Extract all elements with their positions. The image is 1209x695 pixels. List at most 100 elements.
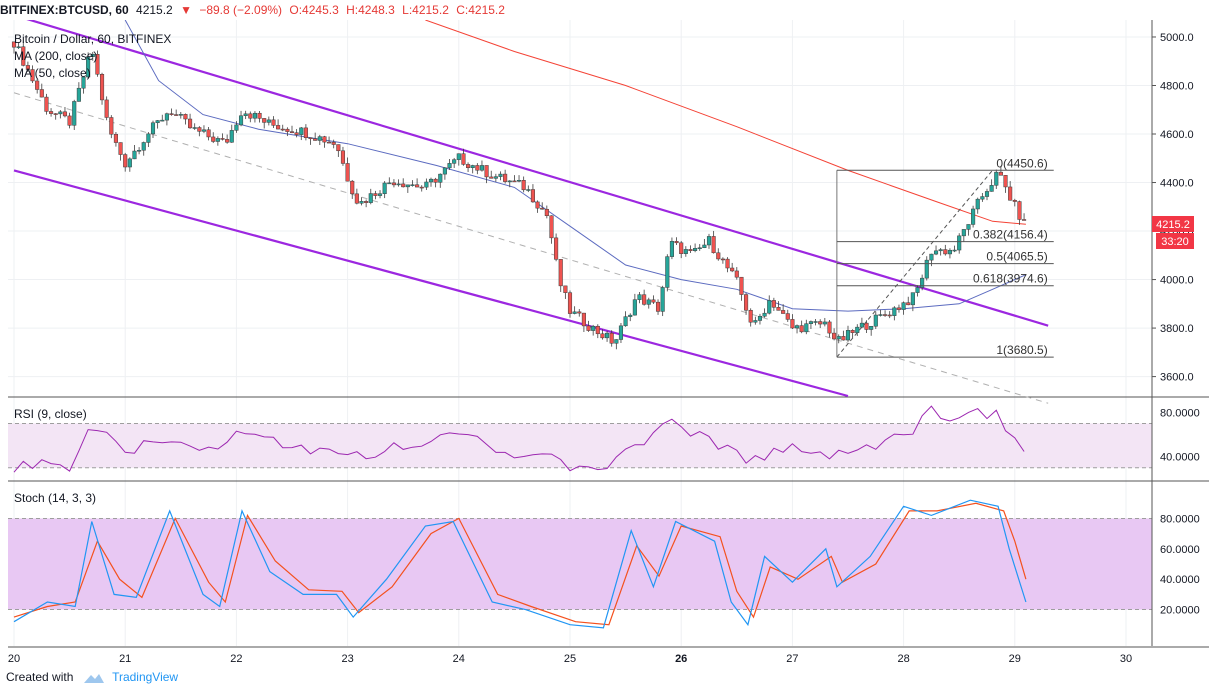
candle-body	[660, 287, 665, 312]
close-value: C:4215.2	[456, 3, 505, 17]
candle	[864, 320, 869, 333]
candle	[276, 119, 281, 130]
candle	[461, 148, 466, 166]
candle-body	[53, 113, 58, 115]
candle-body	[971, 208, 976, 225]
candle-body	[109, 117, 114, 135]
candle-body	[387, 182, 392, 185]
candle-body	[910, 292, 915, 306]
candle	[123, 152, 128, 172]
candle-body	[535, 201, 540, 209]
rsi-band-fill	[8, 423, 1152, 468]
candle-body	[229, 130, 234, 143]
candle-body	[933, 250, 939, 255]
candle-body	[76, 87, 81, 102]
candle-body	[887, 314, 892, 317]
candle-body	[160, 119, 165, 122]
candle	[808, 320, 813, 330]
candle-body	[836, 336, 841, 340]
candle-body	[62, 111, 68, 117]
candle-body	[340, 150, 346, 164]
candle-body	[16, 46, 21, 49]
candle-body	[127, 158, 132, 168]
candle	[313, 132, 318, 141]
candle-body	[475, 165, 480, 171]
candle	[1003, 174, 1008, 193]
stoch-tick-label: 20.0000	[1160, 605, 1200, 617]
candle	[540, 202, 545, 210]
y-tick-label: 4800.0	[1160, 80, 1194, 92]
price-axes: 5000.04800.04600.04400.04200.04000.03800…	[1152, 32, 1200, 617]
candle	[442, 167, 447, 180]
candle	[160, 114, 165, 122]
candle-body	[424, 181, 429, 188]
fib-level-label: 1(3680.5)	[996, 343, 1047, 357]
candle	[989, 179, 994, 192]
x-tick-label: 21	[119, 653, 131, 665]
indicator-lines	[13, 405, 1027, 629]
candle-body	[327, 141, 332, 144]
tradingview-link[interactable]: TradingView	[112, 670, 179, 684]
candle-body	[832, 332, 837, 340]
candle	[577, 309, 582, 317]
candle-body	[164, 113, 169, 121]
grid: 20 21 22 23 24 25 26 27 28 29 30	[8, 20, 1152, 665]
candle	[748, 308, 753, 327]
x-tick-label: 20	[8, 653, 20, 665]
ma200-line	[425, 20, 1026, 225]
candle-body	[591, 325, 596, 331]
chart-area[interactable]: 20 21 22 23 24 25 26 27 28 29 30 0(4450.6) 0.382(41…	[0, 20, 1209, 668]
x-tick-label: 27	[786, 653, 798, 665]
candle-body	[25, 65, 30, 70]
candle-body	[197, 127, 202, 132]
candle-body	[850, 330, 855, 333]
fibonacci-retracement[interactable]: 0(4450.6) 0.382(4156.4) 0.5(4065.5) 0.618(3…	[836, 156, 1054, 358]
candle	[456, 153, 461, 166]
candle-body	[549, 215, 554, 239]
candle-body	[1003, 175, 1008, 188]
candle-body	[896, 307, 902, 310]
high-value: H:4248.3	[346, 3, 395, 17]
candle	[785, 309, 790, 322]
candle-body	[938, 249, 943, 252]
candle-body	[447, 163, 452, 169]
candle-body	[503, 173, 508, 182]
descending-channel[interactable]	[13, 20, 1049, 404]
candle-body	[864, 322, 869, 330]
countdown-value: 33:20	[1161, 236, 1189, 248]
candle	[327, 136, 332, 144]
candle	[308, 137, 313, 145]
candle-body	[368, 193, 373, 203]
candle-body	[720, 258, 725, 261]
candle	[739, 276, 744, 301]
candle	[225, 134, 230, 144]
candle	[345, 157, 350, 182]
candle	[201, 125, 207, 134]
candle-body	[540, 207, 545, 210]
candle	[632, 293, 637, 316]
created-with-text: Created with	[6, 670, 74, 684]
candle-body	[299, 127, 304, 135]
candle-body	[901, 302, 906, 310]
candle-body	[201, 129, 207, 132]
candle	[336, 144, 341, 157]
candle-body	[669, 241, 674, 257]
candle-body	[808, 321, 813, 324]
candle-body	[869, 325, 874, 330]
symbol-name[interactable]: BITFINEX:BTCUSD, 60	[0, 3, 129, 17]
candle-body	[401, 183, 406, 188]
candle-body	[952, 249, 957, 252]
candle	[943, 244, 948, 256]
candle	[169, 108, 174, 116]
y-tick-label: 4400.0	[1160, 178, 1194, 190]
candle	[628, 313, 633, 322]
candle	[257, 111, 262, 123]
candle-body	[391, 182, 396, 186]
candle-body	[99, 74, 105, 101]
candle-body	[748, 309, 753, 323]
candle	[428, 177, 434, 187]
candle	[702, 238, 707, 249]
candle	[39, 83, 44, 98]
stoch-label: Stoch (14, 3, 3)	[14, 491, 96, 505]
candle-body	[521, 180, 526, 191]
